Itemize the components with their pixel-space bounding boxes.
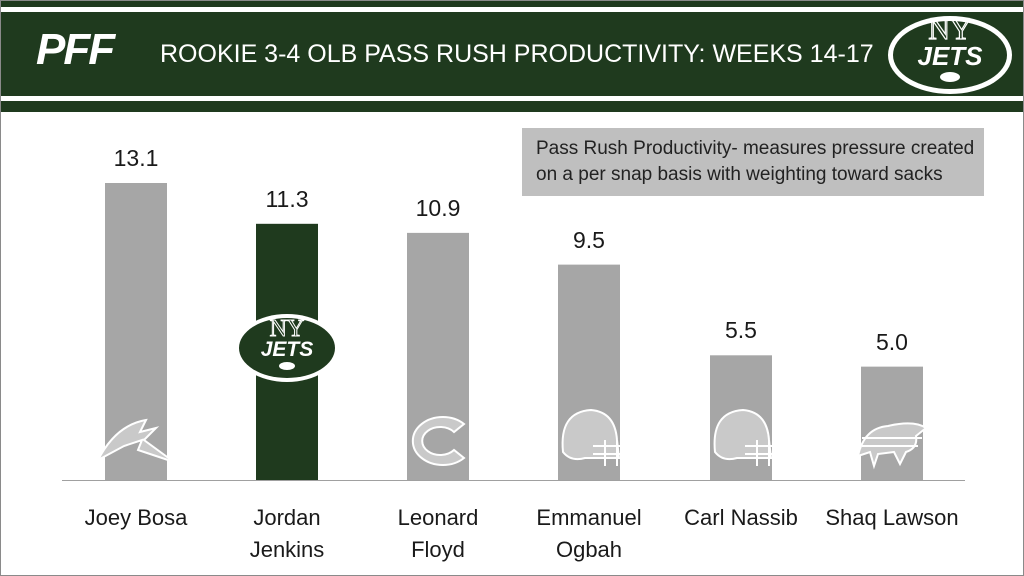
category-label: Shaq Lawson [825,505,959,530]
svg-text:NY: NY [270,316,305,342]
browns-helmet-icon [561,408,623,466]
chargers-bolt-icon [95,418,175,463]
bills-buffalo-icon [856,422,928,470]
bears-c-icon [411,416,466,466]
category-label: Jordan Jenkins [249,505,325,562]
note-line-1: Pass Rush Productivity- measures pressur… [536,138,975,159]
jets-logo-icon: NY JETS [888,14,1012,94]
value-label: 5.5 [725,317,757,344]
value-label: 9.5 [573,226,605,253]
value-label: 10.9 [415,194,461,221]
chart-title: ROOKIE 3-4 OLB PASS RUSH PRODUCTIVITY: W… [160,40,874,68]
category-label: Carl Nassib [684,505,798,530]
category-label: Leonard Floyd [397,505,479,562]
value-label: 11.3 [265,185,309,212]
category-label: Joey Bosa [84,505,188,530]
category-label: Emmanuel Ogbah [536,505,642,562]
chart-header: PFF ROOKIE 3-4 OLB PASS RUSH PRODUCTIVIT… [0,0,1024,112]
browns-helmet-icon [713,408,775,466]
value-label: 13.1 [113,145,159,171]
svg-text:JETS: JETS [261,338,314,361]
definition-note: Pass Rush Productivity- measures pressur… [522,128,984,196]
header-stripe-bottom [0,96,1024,101]
value-label: 5.0 [876,328,908,355]
svg-text:NY: NY [928,14,971,46]
pff-logo: PFF [36,25,115,74]
svg-text:JETS: JETS [917,41,983,71]
header-stripe-top [0,7,1024,12]
note-line-2: on a per snap basis with weighting towar… [536,164,943,185]
